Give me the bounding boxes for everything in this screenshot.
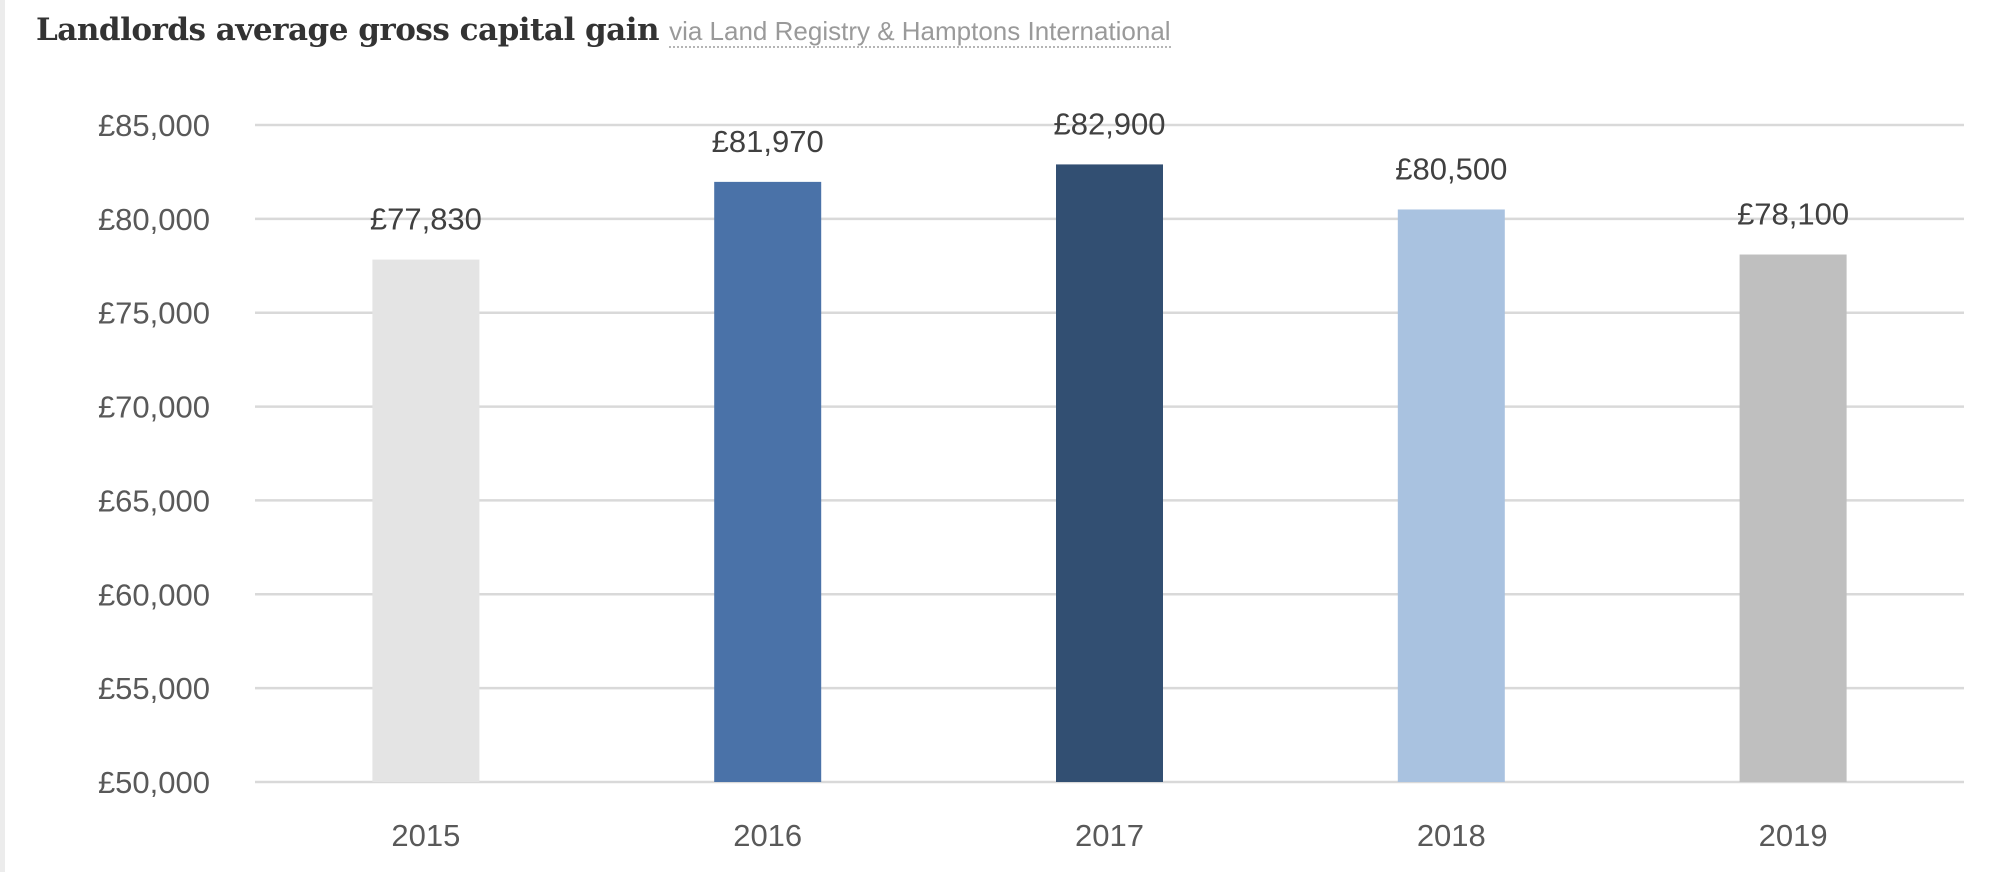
bar-2019 — [1739, 254, 1847, 783]
x-tick-label: 2015 — [391, 818, 460, 853]
x-tick-label: 2018 — [1417, 818, 1486, 853]
x-tick-label: 2017 — [1075, 818, 1144, 853]
data-label: £77,830 — [370, 202, 482, 237]
y-tick-label: £65,000 — [98, 483, 210, 518]
y-tick-label: £75,000 — [98, 296, 210, 331]
y-tick-label: £80,000 — [98, 202, 210, 237]
y-tick-label: £60,000 — [98, 577, 210, 612]
data-label: £78,100 — [1737, 197, 1849, 232]
bar-2017 — [1056, 164, 1163, 783]
data-label: £80,500 — [1395, 151, 1507, 186]
bar-2016 — [714, 181, 822, 782]
bar-2018 — [1397, 209, 1505, 782]
data-label: £82,900 — [1053, 106, 1165, 141]
y-tick-label: £50,000 — [98, 765, 210, 800]
x-tick-label: 2016 — [733, 818, 802, 853]
chart-header: Landlords average gross capital gain via… — [36, 12, 1171, 48]
bar-2015 — [372, 259, 480, 782]
y-tick-label: £70,000 — [98, 390, 210, 425]
y-tick-label: £55,000 — [98, 671, 210, 706]
source-link[interactable]: via Land Registry & Hamptons Internation… — [669, 16, 1171, 48]
x-tick-label: 2019 — [1759, 818, 1828, 853]
chart-title: Landlords average gross capital gain — [36, 12, 660, 48]
data-label: £81,970 — [712, 124, 824, 159]
left-border — [0, 0, 5, 872]
y-tick-label: £85,000 — [98, 108, 210, 143]
